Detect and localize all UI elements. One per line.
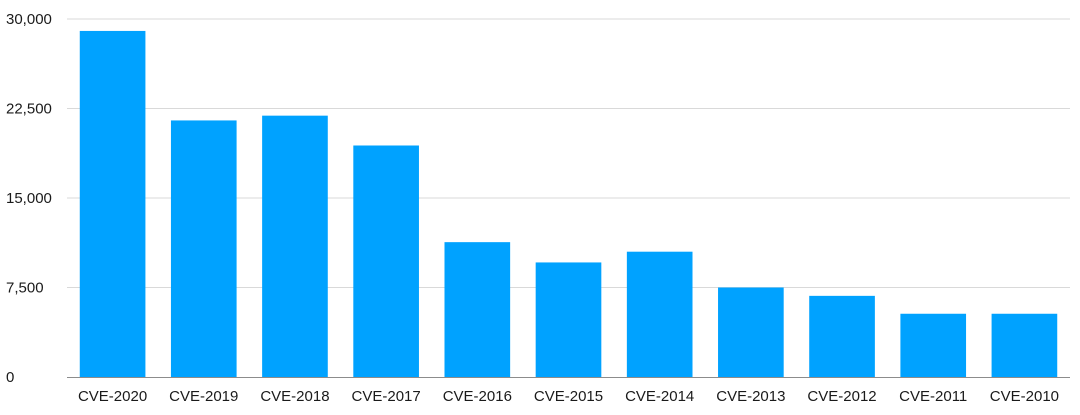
y-tick-label: 15,000 [6, 190, 52, 207]
bar-cve-2015 [535, 262, 602, 377]
bar-cve-2019 [170, 120, 237, 377]
y-tick-label: 7,500 [6, 280, 44, 297]
y-tick-label: 22,500 [6, 101, 52, 118]
y-tick-label: 30,000 [6, 11, 52, 28]
bar-cve-2017 [353, 145, 419, 377]
x-tick-label: CVE-2014 [625, 388, 694, 405]
y-tick-label: 0 [6, 369, 14, 386]
x-tick-label: CVE-2015 [534, 388, 603, 405]
bar-cve-2016 [444, 242, 511, 377]
x-tick-label: CVE-2011 [899, 388, 967, 405]
bar-cve-2013 [718, 287, 784, 377]
y-axis-tick-labels: 0 7,500 15,000 22,500 30,000 [6, 11, 52, 386]
x-tick-label: CVE-2010 [990, 388, 1059, 405]
x-tick-label: CVE-2019 [169, 388, 238, 405]
x-tick-label: CVE-2017 [352, 388, 421, 405]
x-tick-label: CVE-2016 [443, 388, 512, 405]
x-tick-label: CVE-2012 [807, 388, 876, 405]
x-tick-label: CVE-2018 [260, 388, 329, 405]
bar-cve-2014 [626, 251, 693, 377]
bar-cve-2010 [991, 313, 1058, 377]
bar-cve-2011 [900, 313, 967, 377]
bar-cve-2020 [79, 30, 146, 378]
x-axis-tick-labels: CVE-2020 CVE-2019 CVE-2018 CVE-2017 CVE-2016… [78, 388, 1059, 405]
bar-cve-2018 [262, 115, 328, 377]
bar-cve-2012 [809, 295, 875, 377]
bars [79, 30, 1058, 378]
x-tick-label: CVE-2013 [716, 388, 785, 405]
x-tick-label: CVE-2020 [78, 388, 147, 405]
